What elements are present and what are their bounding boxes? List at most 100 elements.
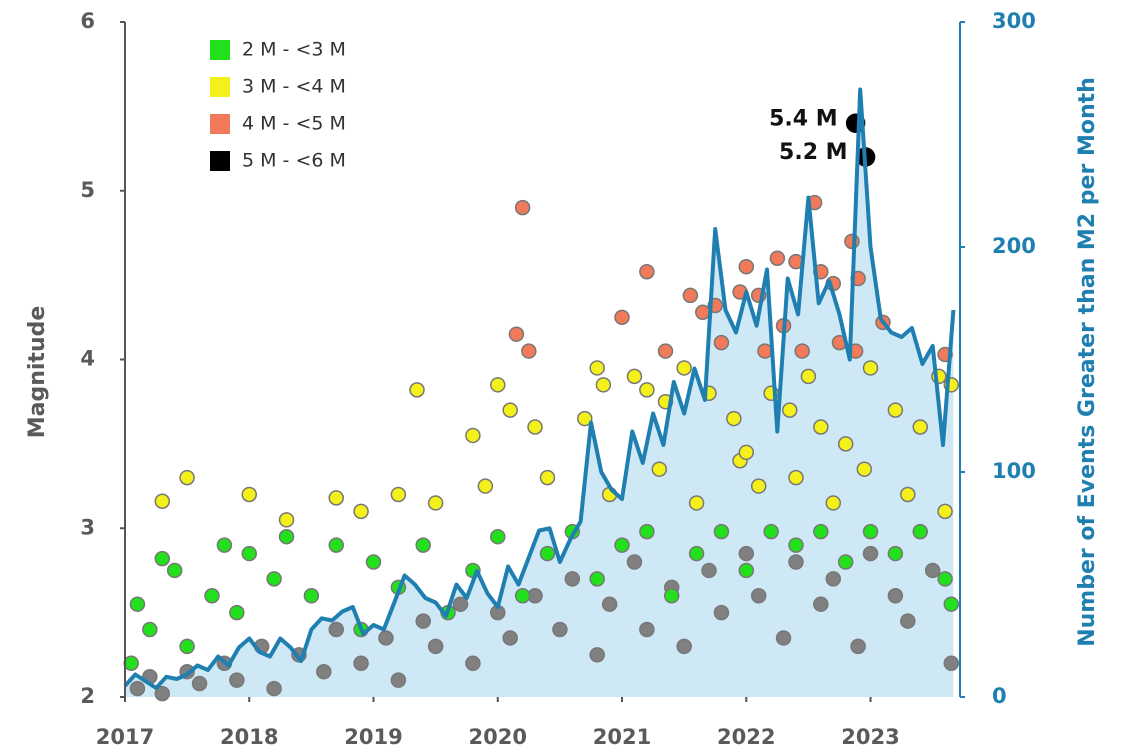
quake-point: [713, 604, 730, 621]
quake-point: [452, 596, 469, 612]
y2-tick-label: 100: [992, 459, 1036, 483]
x-tick-label: 2018: [220, 725, 278, 749]
quake-point: [937, 503, 953, 520]
quake-point: [179, 638, 195, 655]
y-tick-label: 3: [80, 515, 95, 539]
quake-point: [738, 444, 755, 461]
quake-point: [589, 647, 605, 663]
quake-point: [837, 554, 854, 570]
y2-tick-label: 200: [992, 234, 1036, 258]
legend-label: 2 M - <3 M: [242, 39, 346, 61]
quake-point: [229, 672, 245, 688]
quake-point: [365, 554, 382, 570]
quake-point: [278, 528, 295, 545]
quake-point: [427, 495, 444, 511]
quake-point: [912, 419, 928, 435]
quake-point: [862, 545, 879, 562]
quake-point: [813, 523, 829, 540]
quake-point: [353, 503, 369, 520]
quake-point: [769, 250, 786, 266]
quake-point: [316, 663, 332, 680]
quake-point: [663, 588, 680, 604]
quake-point: [521, 343, 537, 359]
y-tick-label: 6: [80, 9, 95, 33]
quake-point: [142, 621, 158, 638]
quake-point: [856, 461, 873, 477]
quake-point: [204, 588, 220, 604]
quake-point: [943, 655, 960, 671]
quake-point: [862, 360, 879, 376]
quake-point: [154, 493, 171, 509]
quake-point: [378, 630, 394, 646]
quake-point: [887, 588, 904, 604]
quake-point: [589, 360, 605, 376]
quake-point: [477, 478, 494, 494]
quake-point: [415, 537, 431, 553]
y-axis-title: Magnitude: [25, 306, 50, 439]
quake-point: [676, 360, 692, 376]
quake-point: [794, 343, 810, 359]
legend-swatch: [210, 40, 230, 60]
quake-point: [844, 233, 860, 250]
quake-point: [266, 680, 282, 697]
point-label: 5.4 M: [769, 106, 838, 131]
quake-point: [216, 537, 233, 553]
quake-point: [514, 199, 531, 216]
quake-point: [328, 490, 344, 506]
legend-label: 4 M - <5 M: [242, 113, 346, 135]
quake-point: [409, 382, 425, 398]
quake-point: [179, 469, 195, 486]
quake-point: [912, 523, 928, 540]
quake-point: [726, 410, 742, 427]
quake-point: [676, 638, 692, 655]
quake-point: [701, 562, 717, 579]
quake-point: [800, 368, 817, 385]
quake-point: [527, 419, 543, 435]
quake-point: [738, 545, 755, 562]
quake-point: [514, 588, 531, 604]
quake-point: [490, 377, 506, 393]
line-area: [125, 89, 954, 697]
quake-point: [713, 334, 730, 351]
quake-point: [813, 596, 829, 612]
quake-point: [191, 675, 208, 692]
quake-point: [887, 402, 904, 418]
x-tick-label: 2020: [469, 725, 527, 749]
quake-point: [595, 377, 612, 393]
quake-point: [576, 410, 593, 427]
quake-point: [688, 545, 705, 562]
quake-point: [782, 402, 798, 418]
y-tick-label: 5: [80, 178, 95, 202]
quake-point: [813, 419, 829, 435]
quake-point: [129, 680, 146, 697]
quake-point: [825, 495, 842, 511]
x-tick-label: 2021: [593, 725, 651, 749]
quake-point: [688, 495, 705, 511]
quake-point: [154, 550, 171, 567]
quake-point: [757, 343, 773, 359]
quake-point: [427, 638, 444, 655]
legend-label: 3 M - <4 M: [242, 76, 346, 98]
quake-point: [589, 571, 605, 587]
quake-point: [850, 638, 866, 655]
x-tick-label: 2019: [344, 725, 402, 749]
quake-point: [639, 621, 655, 638]
quake-point: [229, 604, 245, 621]
legend-swatch: [210, 151, 230, 171]
quake-point: [614, 309, 630, 326]
point-label: 5.2 M: [779, 140, 848, 165]
quake-point: [502, 630, 518, 646]
y2-tick-label: 0: [992, 684, 1007, 708]
plot-area: [123, 87, 960, 702]
quake-point: [775, 630, 792, 646]
quake-point: [303, 588, 320, 604]
quake-point: [266, 571, 282, 587]
quake-point: [924, 562, 941, 579]
quake-point: [713, 523, 730, 540]
quake-point: [502, 402, 518, 418]
quake-point: [887, 545, 904, 562]
quake-point: [465, 655, 481, 671]
quake-point: [763, 523, 779, 540]
quake-point: [390, 672, 407, 688]
